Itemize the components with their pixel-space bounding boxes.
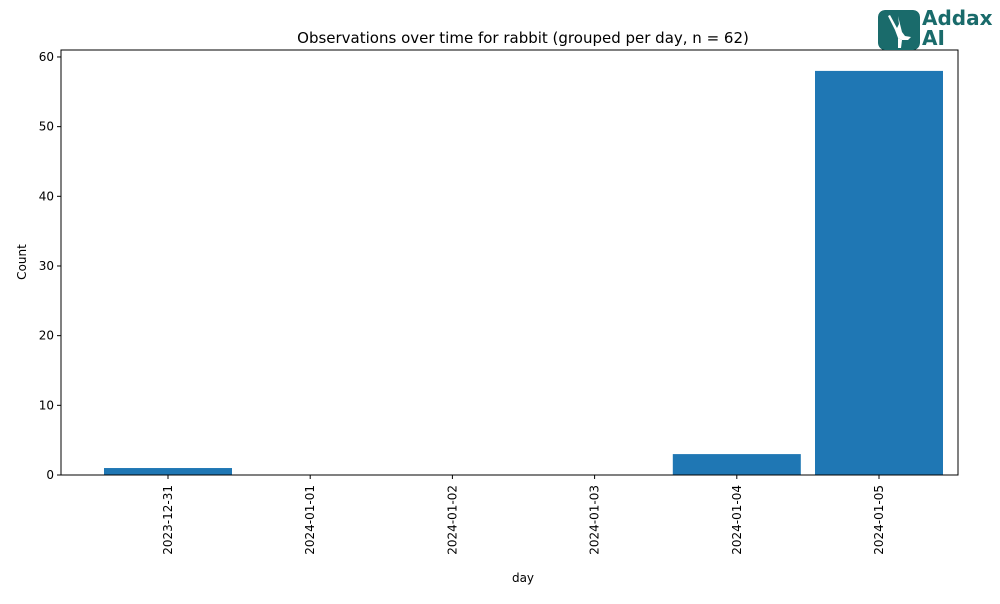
plot-frame: [60, 49, 959, 476]
y-axis-label: Count: [15, 244, 29, 280]
x-axis-label: day: [512, 571, 534, 585]
x-tick-label: 2024-01-03: [588, 485, 602, 555]
addax-logo-text: Addax AI: [922, 8, 993, 48]
x-tick-label: 2024-01-02: [445, 485, 459, 555]
bar-2023-12-31: [104, 468, 232, 475]
y-tick-label: 30: [39, 259, 54, 273]
x-tick-label: 2024-01-01: [303, 485, 317, 555]
x-tick-label: 2023-12-31: [161, 485, 175, 555]
logo-line-2: AI: [922, 26, 945, 50]
y-ticks-group: 0 10 20 30 40 50 60: [39, 50, 61, 482]
logo-line-1: Addax: [922, 6, 993, 30]
x-tick-label: 2024-01-05: [872, 485, 886, 555]
bars-group: [104, 70, 943, 475]
chart-title: Observations over time for rabbit (group…: [297, 29, 749, 47]
addax-logo-icon: [878, 10, 920, 50]
x-tick-label: 2024-01-04: [730, 485, 744, 555]
y-tick-label: 50: [39, 120, 54, 134]
y-tick-label: 20: [39, 329, 54, 343]
y-tick-label: 10: [39, 398, 54, 412]
y-tick-label: 60: [39, 50, 54, 64]
bar-2024-01-05: [815, 70, 943, 475]
y-tick-label: 40: [39, 189, 54, 203]
bar-2024-01-04: [672, 454, 801, 475]
y-tick-label: 0: [46, 468, 54, 482]
x-ticks-group: 2023-12-31 2024-01-01 2024-01-02 2024-01-03…: [161, 475, 886, 555]
